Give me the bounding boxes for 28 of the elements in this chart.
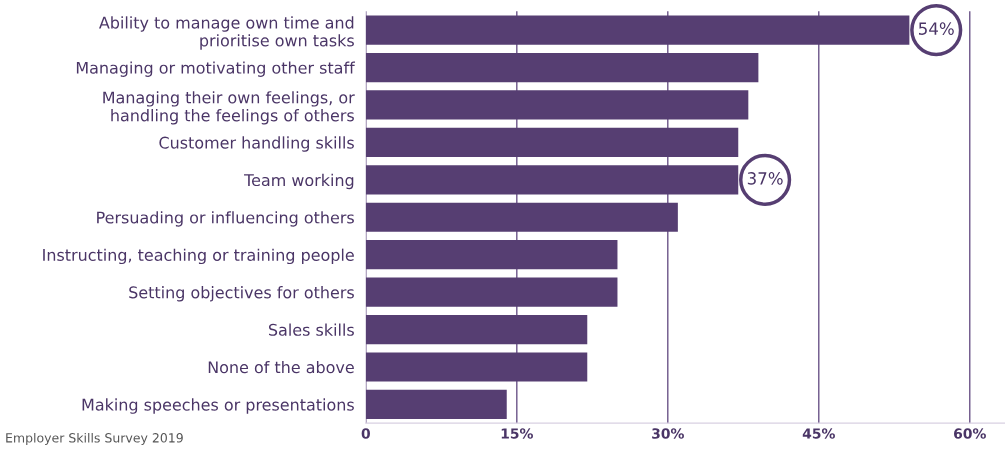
bar bbox=[365, 277, 618, 307]
y-tick-label: Team working bbox=[244, 173, 354, 190]
y-tick-label: Ability to manage own time and prioritise own tasks bbox=[99, 16, 354, 50]
x-tick-label: 60% bbox=[954, 428, 986, 439]
y-tick-label: Managing or motivating other staff bbox=[76, 61, 356, 77]
y-tick-label: Setting objectives for others bbox=[129, 286, 354, 302]
data-label: 54% bbox=[918, 22, 954, 35]
bar bbox=[365, 52, 759, 83]
y-tick-label: None of the above bbox=[208, 360, 354, 374]
x-tick-label: 15% bbox=[501, 428, 533, 439]
bar bbox=[365, 389, 507, 420]
y-tick-label: Instructing, teaching or training people bbox=[43, 248, 354, 265]
y-tick-label: Making speeches or presentations bbox=[82, 398, 354, 414]
bar bbox=[365, 352, 588, 382]
bar bbox=[365, 240, 618, 270]
bar bbox=[365, 202, 678, 232]
data-label: 37% bbox=[747, 172, 783, 185]
y-tick-label: Customer handling skills bbox=[159, 136, 354, 152]
x-tick-label: 30% bbox=[652, 428, 684, 439]
y-tick-label: Persuading or influencing others bbox=[97, 211, 354, 227]
x-tick-label: 45% bbox=[802, 428, 835, 439]
x-tick-label: 0 bbox=[361, 428, 370, 439]
text: Employer Skills Survey 2019 bbox=[6, 432, 183, 445]
y-tick-label: Managing their own feelings, or handling the feelings of others bbox=[103, 91, 355, 125]
bar bbox=[365, 127, 739, 157]
bar bbox=[365, 314, 588, 345]
bar bbox=[365, 90, 749, 120]
y-tick-label: Sales skills bbox=[268, 323, 354, 336]
